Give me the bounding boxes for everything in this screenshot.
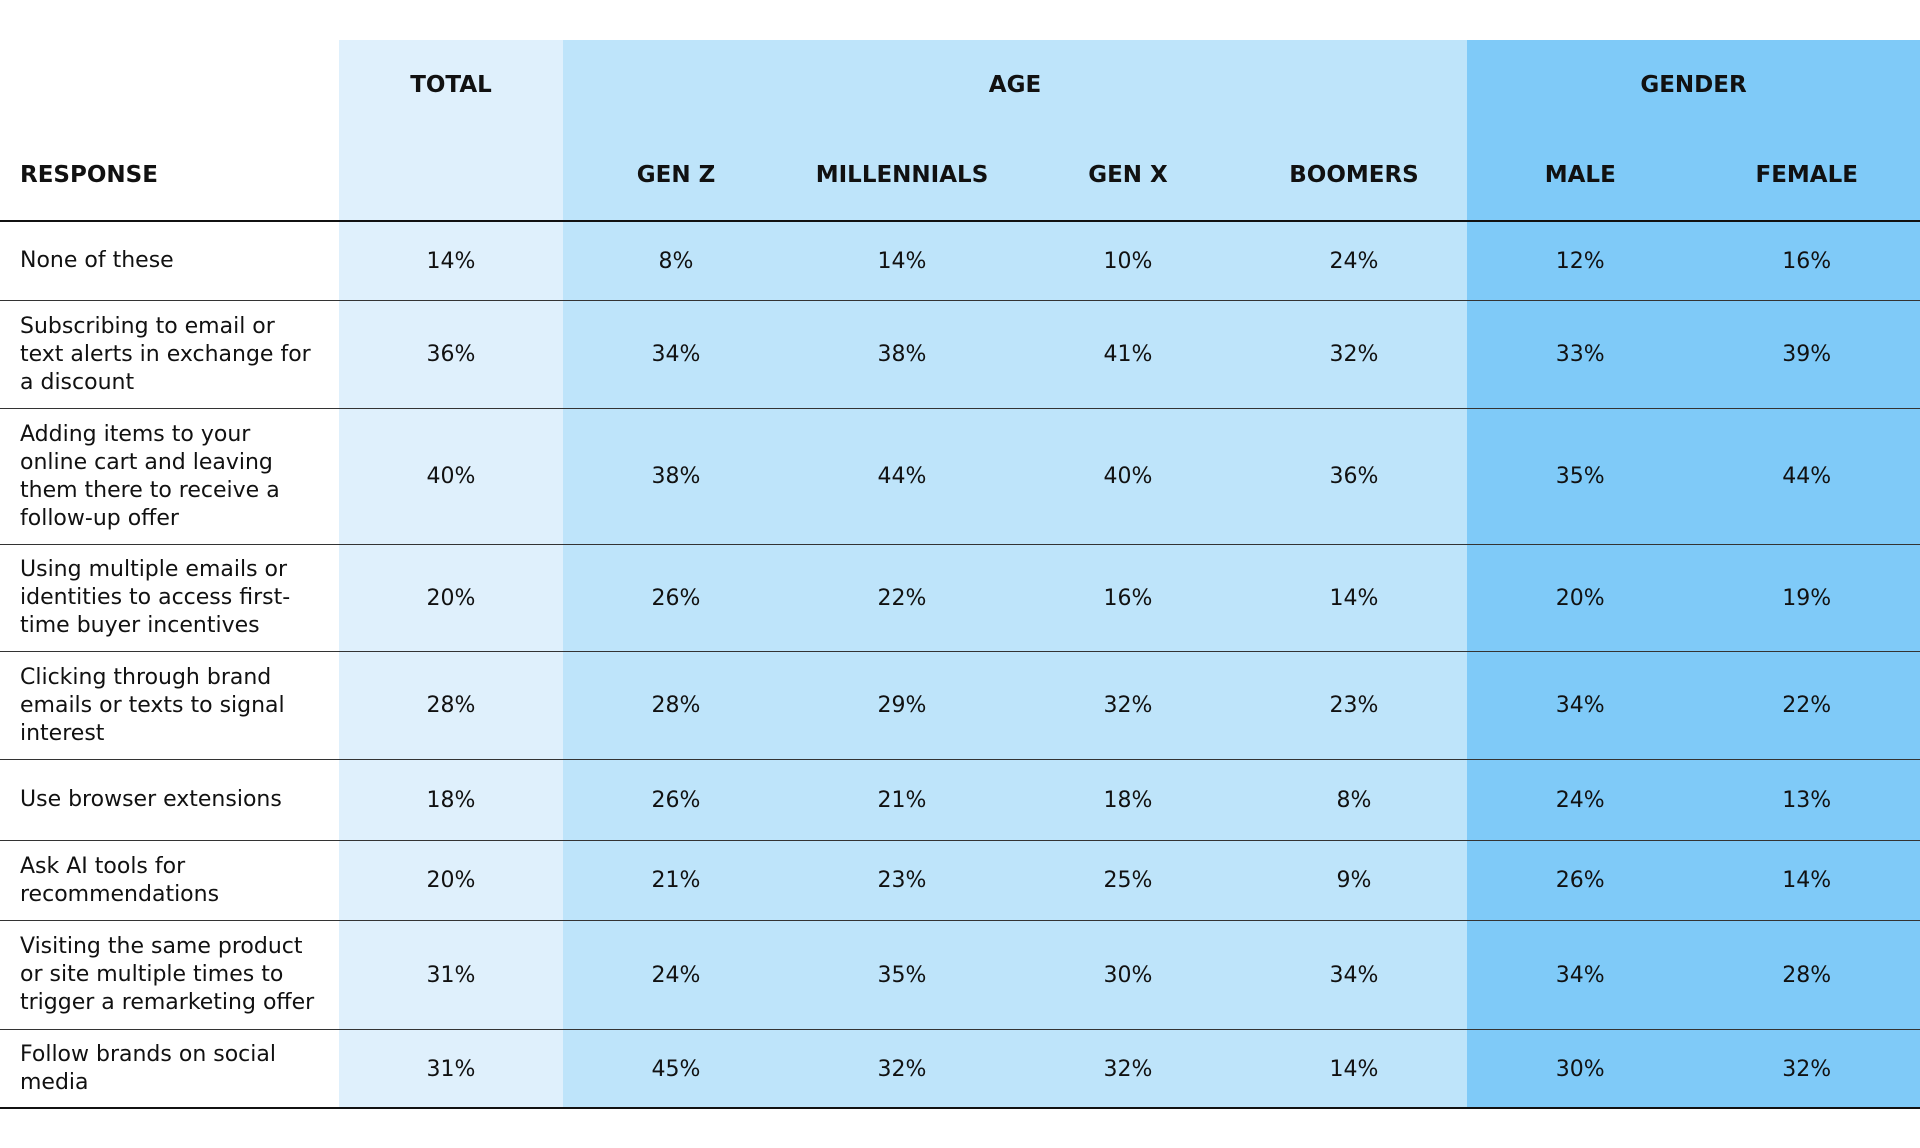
value-cell: 38% — [789, 300, 1015, 408]
column-header: MALE — [1467, 130, 1694, 220]
value-cell: 41% — [1015, 300, 1241, 408]
value-cell: 26% — [563, 759, 789, 840]
value-cell: 32% — [1015, 651, 1241, 759]
value-cell: 34% — [1467, 651, 1694, 759]
value-cell: 23% — [789, 840, 1015, 920]
value-cell: 40% — [1015, 408, 1241, 544]
column-header: GEN X — [1015, 130, 1241, 220]
value-cell: 32% — [1693, 1029, 1920, 1108]
group-header: AGE — [563, 40, 1467, 130]
value-cell: 10% — [1015, 220, 1241, 300]
value-cell: 34% — [1467, 920, 1694, 1029]
blank-cell — [0, 40, 339, 130]
value-cell: 34% — [563, 300, 789, 408]
value-cell: 18% — [339, 759, 563, 840]
value-cell: 44% — [789, 408, 1015, 544]
response-label: Using multiple emails or identities to a… — [0, 544, 339, 651]
response-label: Visiting the same product or site multip… — [0, 920, 339, 1029]
value-cell: 31% — [339, 920, 563, 1029]
column-header: GEN Z — [563, 130, 789, 220]
value-cell: 35% — [789, 920, 1015, 1029]
value-cell: 25% — [1015, 840, 1241, 920]
value-cell: 30% — [1015, 920, 1241, 1029]
value-cell: 20% — [339, 840, 563, 920]
value-cell: 38% — [563, 408, 789, 544]
value-cell: 33% — [1467, 300, 1694, 408]
value-cell: 24% — [563, 920, 789, 1029]
value-cell: 16% — [1693, 220, 1920, 300]
response-label: None of these — [0, 220, 339, 300]
response-label: Subscribing to email or text alerts in e… — [0, 300, 339, 408]
column-header: FEMALE — [1693, 130, 1920, 220]
value-cell: 13% — [1693, 759, 1920, 840]
response-label: Use browser extensions — [0, 759, 339, 840]
value-cell: 12% — [1467, 220, 1694, 300]
value-cell: 26% — [563, 544, 789, 651]
value-cell: 26% — [1467, 840, 1694, 920]
value-cell: 28% — [563, 651, 789, 759]
value-cell: 31% — [339, 1029, 563, 1108]
value-cell: 18% — [1015, 759, 1241, 840]
value-cell: 16% — [1015, 544, 1241, 651]
value-cell: 32% — [1241, 300, 1467, 408]
value-cell: 9% — [1241, 840, 1467, 920]
value-cell: 24% — [1241, 220, 1467, 300]
value-cell: 23% — [1241, 651, 1467, 759]
group-header: GENDER — [1467, 40, 1920, 130]
value-cell: 40% — [339, 408, 563, 544]
column-header: RESPONSE — [0, 130, 339, 220]
response-label: Follow brands on social media — [0, 1029, 339, 1108]
value-cell: 36% — [339, 300, 563, 408]
value-cell: 14% — [1241, 1029, 1467, 1108]
column-header: MILLENNIALS — [789, 130, 1015, 220]
blank-cell — [339, 130, 563, 220]
value-cell: 14% — [339, 220, 563, 300]
value-cell: 32% — [1015, 1029, 1241, 1108]
table: TOTAL AGE GENDER RESPONSE GEN Z MILLENNIALS GE… — [0, 40, 1920, 1108]
response-label: Clicking through brand emails or texts t… — [0, 651, 339, 759]
value-cell: 28% — [339, 651, 563, 759]
value-cell: 19% — [1693, 544, 1920, 651]
value-cell: 8% — [563, 220, 789, 300]
value-cell: 22% — [789, 544, 1015, 651]
value-cell: 32% — [789, 1029, 1015, 1108]
value-cell: 44% — [1693, 408, 1920, 544]
value-cell: 21% — [789, 759, 1015, 840]
table-bottom-rule — [0, 1107, 1920, 1109]
response-label: Adding items to your online cart and lea… — [0, 408, 339, 544]
value-cell: 34% — [1241, 920, 1467, 1029]
value-cell: 14% — [1693, 840, 1920, 920]
value-cell: 8% — [1241, 759, 1467, 840]
value-cell: 30% — [1467, 1029, 1694, 1108]
value-cell: 20% — [1467, 544, 1694, 651]
response-label: Ask AI tools for recommendations — [0, 840, 339, 920]
value-cell: 36% — [1241, 408, 1467, 544]
group-header: TOTAL — [339, 40, 563, 130]
value-cell: 29% — [789, 651, 1015, 759]
value-cell: 45% — [563, 1029, 789, 1108]
value-cell: 21% — [563, 840, 789, 920]
value-cell: 24% — [1467, 759, 1694, 840]
value-cell: 22% — [1693, 651, 1920, 759]
column-header: BOOMERS — [1241, 130, 1467, 220]
value-cell: 14% — [789, 220, 1015, 300]
value-cell: 28% — [1693, 920, 1920, 1029]
value-cell: 14% — [1241, 544, 1467, 651]
value-cell: 20% — [339, 544, 563, 651]
value-cell: 39% — [1693, 300, 1920, 408]
value-cell: 35% — [1467, 408, 1694, 544]
